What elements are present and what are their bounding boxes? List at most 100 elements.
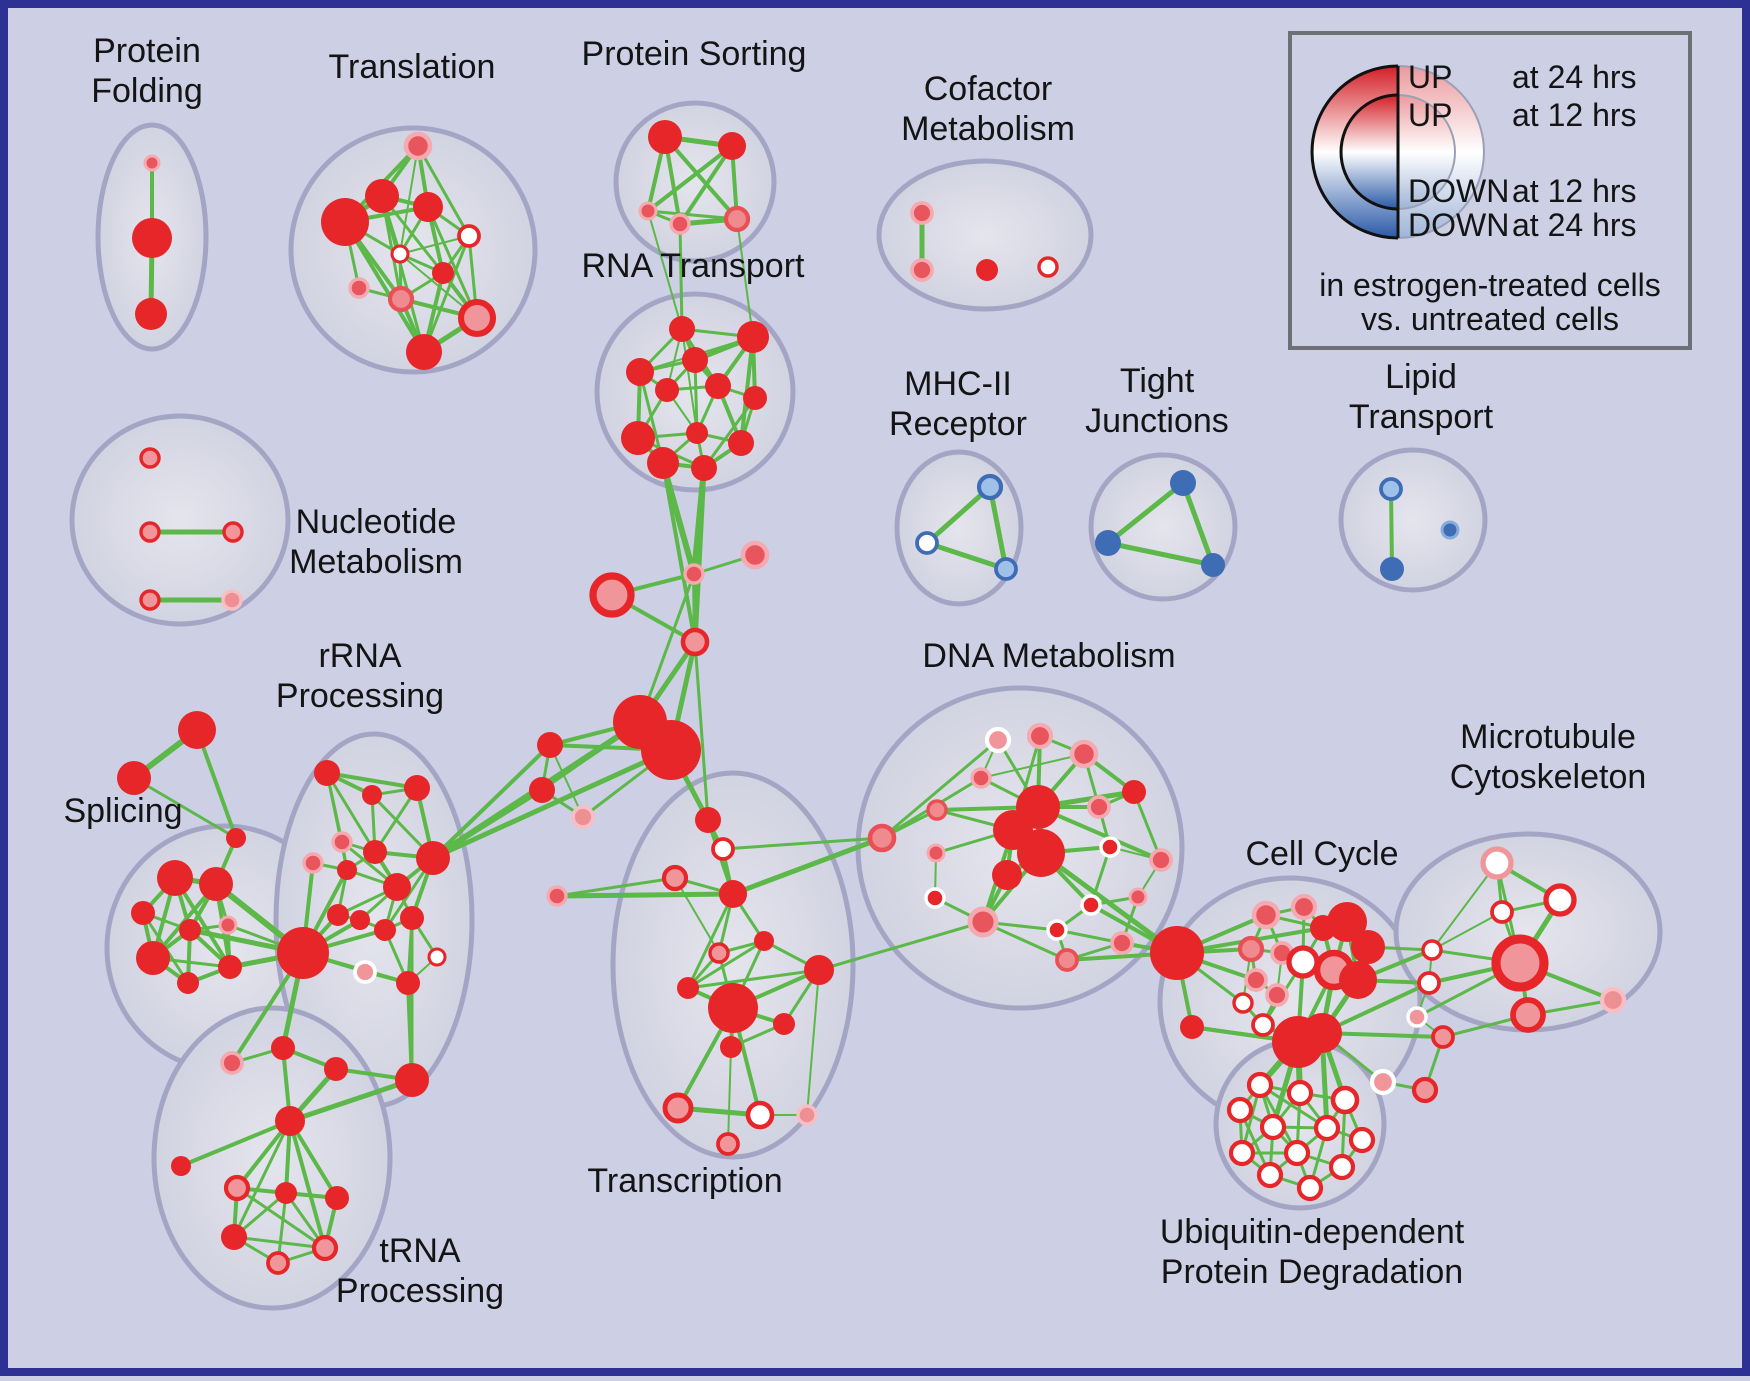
cluster-label-lipid-transport: Lipid <box>1385 358 1457 396</box>
network-edge <box>686 939 766 990</box>
network-node <box>992 860 1022 890</box>
network-node <box>1348 1126 1376 1154</box>
network-edge <box>693 640 710 822</box>
network-node <box>179 919 201 941</box>
network-node <box>680 627 710 657</box>
network-node <box>1080 894 1102 916</box>
network-edge <box>179 1119 292 1168</box>
cluster-label-ubiquitin-degradation: Ubiquitin-dependent <box>1160 1213 1465 1251</box>
legend-time-label: at 24 hrs <box>1512 59 1637 95</box>
network-edge <box>647 210 683 330</box>
network-node <box>400 906 424 930</box>
network-node <box>403 131 433 161</box>
legend-faded-half <box>1398 66 1484 238</box>
cluster-label-translation: Translation <box>329 48 496 86</box>
network-node <box>1290 893 1318 921</box>
network-node <box>1510 997 1546 1033</box>
network-node <box>695 807 721 833</box>
network-node <box>275 1182 297 1204</box>
network-node <box>136 941 170 975</box>
network-edge <box>806 969 820 1116</box>
network-edge <box>431 743 552 860</box>
cluster-label-lipid-transport: Transport <box>1349 398 1494 436</box>
network-node <box>139 521 161 543</box>
network-node <box>970 767 992 789</box>
network-node <box>1330 1085 1360 1115</box>
cluster-label-trna-processing: Processing <box>336 1272 504 1310</box>
network-node <box>1286 945 1320 979</box>
network-node <box>626 358 654 386</box>
network-node <box>745 1100 775 1130</box>
network-node <box>413 192 443 222</box>
network-node <box>708 983 758 1033</box>
network-node <box>1379 477 1403 501</box>
cluster-label-rna-transport: RNA Transport <box>582 247 806 285</box>
network-node <box>1046 919 1068 941</box>
cluster-ellipse-tight-junctions <box>1088 452 1238 602</box>
network-node <box>374 919 396 941</box>
network-node <box>218 955 242 979</box>
network-edge <box>232 1235 327 1250</box>
network-node <box>1087 795 1111 819</box>
network-node <box>1017 829 1065 877</box>
network-node <box>348 277 370 299</box>
network-node <box>432 262 454 284</box>
legend-time-label: at 24 hrs <box>1512 207 1637 243</box>
legend-inner-right-arc <box>1397 94 1456 210</box>
network-node <box>117 761 151 795</box>
network-node <box>994 557 1018 581</box>
network-node <box>1237 935 1265 963</box>
network-node <box>537 732 563 758</box>
network-node <box>641 720 701 780</box>
network-node <box>1421 939 1443 961</box>
cluster-ellipse-nucleotide-metabolism <box>69 413 291 627</box>
network-edge <box>686 892 735 990</box>
legend-inner-left-arc <box>1339 93 1399 211</box>
network-node <box>1251 900 1281 930</box>
network-node <box>647 447 679 479</box>
network-node <box>416 841 450 875</box>
network-edge <box>232 1119 292 1239</box>
network-node <box>1491 934 1549 992</box>
network-node <box>691 455 717 481</box>
network-node <box>708 942 730 964</box>
network-node <box>1327 902 1367 942</box>
network-node <box>621 421 655 455</box>
legend-time-label: at 12 hrs <box>1512 173 1637 209</box>
network-edge <box>1038 850 1180 956</box>
network-node <box>1251 1013 1275 1037</box>
network-node <box>773 1013 795 1035</box>
network-node <box>321 198 369 246</box>
network-edge <box>1431 862 1498 951</box>
network-node <box>638 201 658 221</box>
network-node <box>178 711 216 749</box>
network-node <box>967 906 999 938</box>
network-edge <box>661 461 697 644</box>
cluster-ellipse-mhc-ii-receptor <box>894 449 1024 607</box>
network-node <box>648 120 682 154</box>
network-node <box>457 224 481 248</box>
network-node <box>804 955 834 985</box>
network-edge <box>1036 805 1163 862</box>
network-node <box>1543 883 1577 917</box>
network-node <box>655 378 679 402</box>
network-edge <box>880 738 1000 840</box>
cluster-label-microtubule-cytoskeleton: Cytoskeleton <box>1450 758 1647 796</box>
network-node <box>867 823 897 853</box>
network-node <box>220 1051 244 1075</box>
network-node <box>1431 1025 1455 1049</box>
network-node <box>302 852 324 874</box>
network-node <box>226 828 246 848</box>
network-node <box>406 334 442 370</box>
network-edge <box>1180 480 1216 568</box>
network-node <box>661 864 689 892</box>
network-node <box>350 910 370 930</box>
network-node <box>1339 961 1377 999</box>
cluster-label-tight-junctions: Junctions <box>1085 402 1229 440</box>
network-edge <box>132 776 238 840</box>
network-node <box>171 1156 191 1176</box>
network-edge <box>730 835 885 897</box>
cluster-label-protein-sorting: Protein Sorting <box>582 35 807 73</box>
